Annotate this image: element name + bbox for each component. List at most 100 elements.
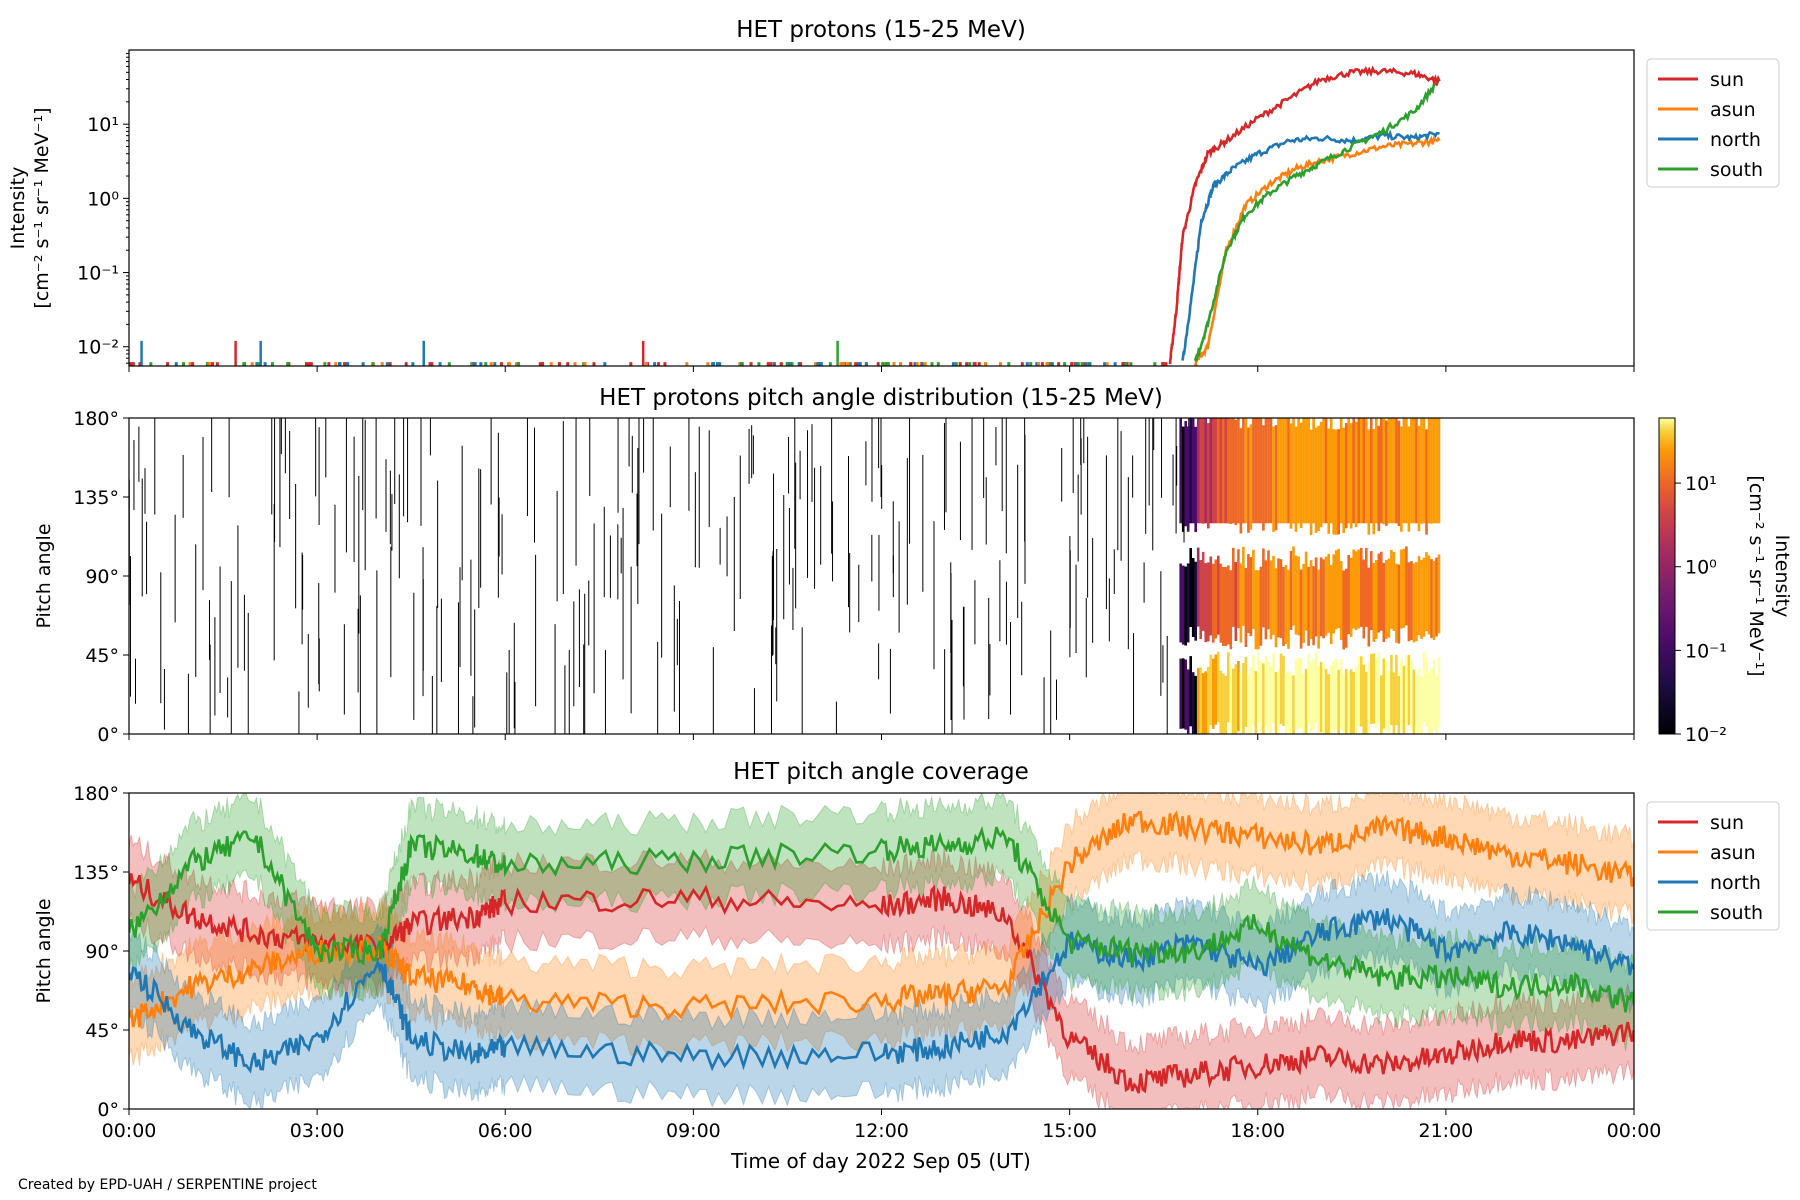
heatmap-cell xyxy=(1299,658,1303,729)
heatmap-cell xyxy=(1287,569,1290,649)
heatmap-cell xyxy=(1314,557,1318,637)
y-tick-label: 45° xyxy=(85,645,119,667)
heatmap-cell xyxy=(1367,567,1371,647)
y-tick-label: 90° xyxy=(85,941,119,963)
heatmap-cell xyxy=(1307,566,1310,646)
heatmap-cell xyxy=(1349,669,1353,734)
heatmap-cell xyxy=(1375,560,1378,639)
panel-pad: HET protons pitch angle distribution (15… xyxy=(33,385,1793,746)
heatmap-cell xyxy=(1410,561,1413,641)
heatmap-cell xyxy=(1332,554,1335,634)
heatmap-cell xyxy=(1194,426,1197,533)
colorbar-label-line1: Intensity xyxy=(1771,535,1793,618)
heatmap-cell xyxy=(1201,673,1205,734)
legend-box xyxy=(1646,58,1780,188)
heatmap-cell xyxy=(1259,418,1263,524)
heatmap-cell xyxy=(1207,666,1210,734)
heatmap-cell xyxy=(1435,418,1438,524)
heatmap-cell xyxy=(1292,546,1295,626)
heatmap-cell xyxy=(1435,675,1438,734)
heatmap-cell xyxy=(1352,549,1355,629)
colorbar-axes: 10⁻² 10⁻¹ 10⁰ 10¹ xyxy=(1675,473,1727,746)
heatmap-cell xyxy=(1332,661,1335,732)
panel-intensity-ylabel-line1: Intensity xyxy=(7,167,29,250)
y-tick-label: 180° xyxy=(73,408,119,430)
heatmap-cell xyxy=(1415,418,1418,524)
heatmap-cell xyxy=(1410,660,1413,731)
heatmap-cell xyxy=(1387,418,1391,524)
x-tick-label: 00:00 xyxy=(102,1120,157,1142)
heatmap-cell xyxy=(1189,656,1192,727)
heatmap-cell xyxy=(1247,554,1250,634)
y-tick-label: 45° xyxy=(85,1020,119,1042)
coverage-line-north xyxy=(129,908,1634,1074)
series-line-south xyxy=(1193,78,1441,362)
heatmap-cell xyxy=(1232,668,1235,734)
heatmap-cell xyxy=(1337,669,1340,734)
heatmap-cell xyxy=(1184,566,1187,646)
heatmap-cell xyxy=(1186,563,1190,643)
heatmap-cell xyxy=(1229,418,1233,524)
heatmap-cell xyxy=(1327,674,1330,734)
heatmap-cell xyxy=(1339,659,1343,730)
heatmap-cell xyxy=(1372,563,1376,642)
panel-pad-heatmap xyxy=(129,418,1441,734)
series-line-asun xyxy=(1193,135,1441,366)
heatmap-cell xyxy=(1309,429,1313,536)
heatmap-cell xyxy=(1407,562,1411,642)
legend-label-north: north xyxy=(1710,129,1761,151)
panel-pad-axes: 0° 45° 90° 135° 180° xyxy=(73,408,1635,746)
heatmap-cell xyxy=(1219,563,1223,643)
panel-intensity-plot-area xyxy=(129,65,1441,366)
panel-pad-ylabel: Pitch angle xyxy=(33,523,55,628)
heatmap-cell xyxy=(1357,656,1361,727)
heatmap-cell xyxy=(1437,418,1441,524)
heatmap-cell xyxy=(1201,418,1205,524)
panel-pad-title: HET protons pitch angle distribution (15… xyxy=(599,385,1163,411)
heatmap-cell xyxy=(1284,564,1288,644)
heatmap-cell xyxy=(1405,546,1408,626)
x-tick-label: 09:00 xyxy=(666,1120,721,1142)
heatmap-cell xyxy=(1237,549,1240,629)
heatmap-cell xyxy=(1294,426,1298,532)
heatmap-cell xyxy=(1199,667,1202,734)
x-axis-label: Time of day 2022 Sep 05 (UT) xyxy=(730,1149,1031,1173)
heatmap-cell xyxy=(1186,426,1190,532)
heatmap-cell xyxy=(1209,654,1213,725)
heatmap-cell xyxy=(1349,557,1353,637)
heatmap-cell xyxy=(1307,418,1310,524)
heatmap-cell xyxy=(1410,418,1413,524)
heatmap-cell xyxy=(1244,656,1248,728)
heatmap-cell xyxy=(1277,418,1280,524)
heatmap-cell xyxy=(1302,418,1305,524)
y-tick-label: 0° xyxy=(97,1099,119,1121)
heatmap-cell xyxy=(1415,675,1418,734)
heatmap-cell xyxy=(1339,418,1343,524)
heatmap-cell xyxy=(1304,551,1308,631)
heatmap-cell xyxy=(1319,557,1323,637)
heatmap-cell xyxy=(1352,671,1355,734)
heatmap-cell xyxy=(1402,665,1406,734)
heatmap-cell xyxy=(1252,418,1255,524)
heatmap-cell xyxy=(1254,570,1258,650)
heatmap-cell xyxy=(1239,428,1243,534)
heatmap-cell xyxy=(1204,563,1207,643)
panel-coverage: HET pitch angle coverage 0° 45° 90° 135° 180… xyxy=(33,759,1780,1173)
heatmap-cell xyxy=(1380,551,1383,631)
heatmap-cell xyxy=(1395,418,1398,524)
heatmap-cell xyxy=(1254,418,1258,524)
heatmap-cell xyxy=(1329,418,1333,524)
heatmap-cell xyxy=(1344,568,1348,648)
heatmap-cell xyxy=(1217,651,1220,722)
heatmap-cell xyxy=(1277,558,1280,638)
coverage-line-asun xyxy=(129,810,1634,1028)
heatmap-cell xyxy=(1196,668,1200,734)
y-tick-label: 10⁻¹ xyxy=(77,263,119,285)
heatmap-cell xyxy=(1222,673,1225,734)
heatmap-cell xyxy=(1237,418,1240,524)
panel-intensity-legend: sun asun north south xyxy=(1646,58,1780,188)
heatmap-cell xyxy=(1324,669,1328,734)
heatmap-cell xyxy=(1430,418,1433,524)
panel-pad-frame xyxy=(128,417,1635,735)
heatmap-cell xyxy=(1184,659,1187,730)
